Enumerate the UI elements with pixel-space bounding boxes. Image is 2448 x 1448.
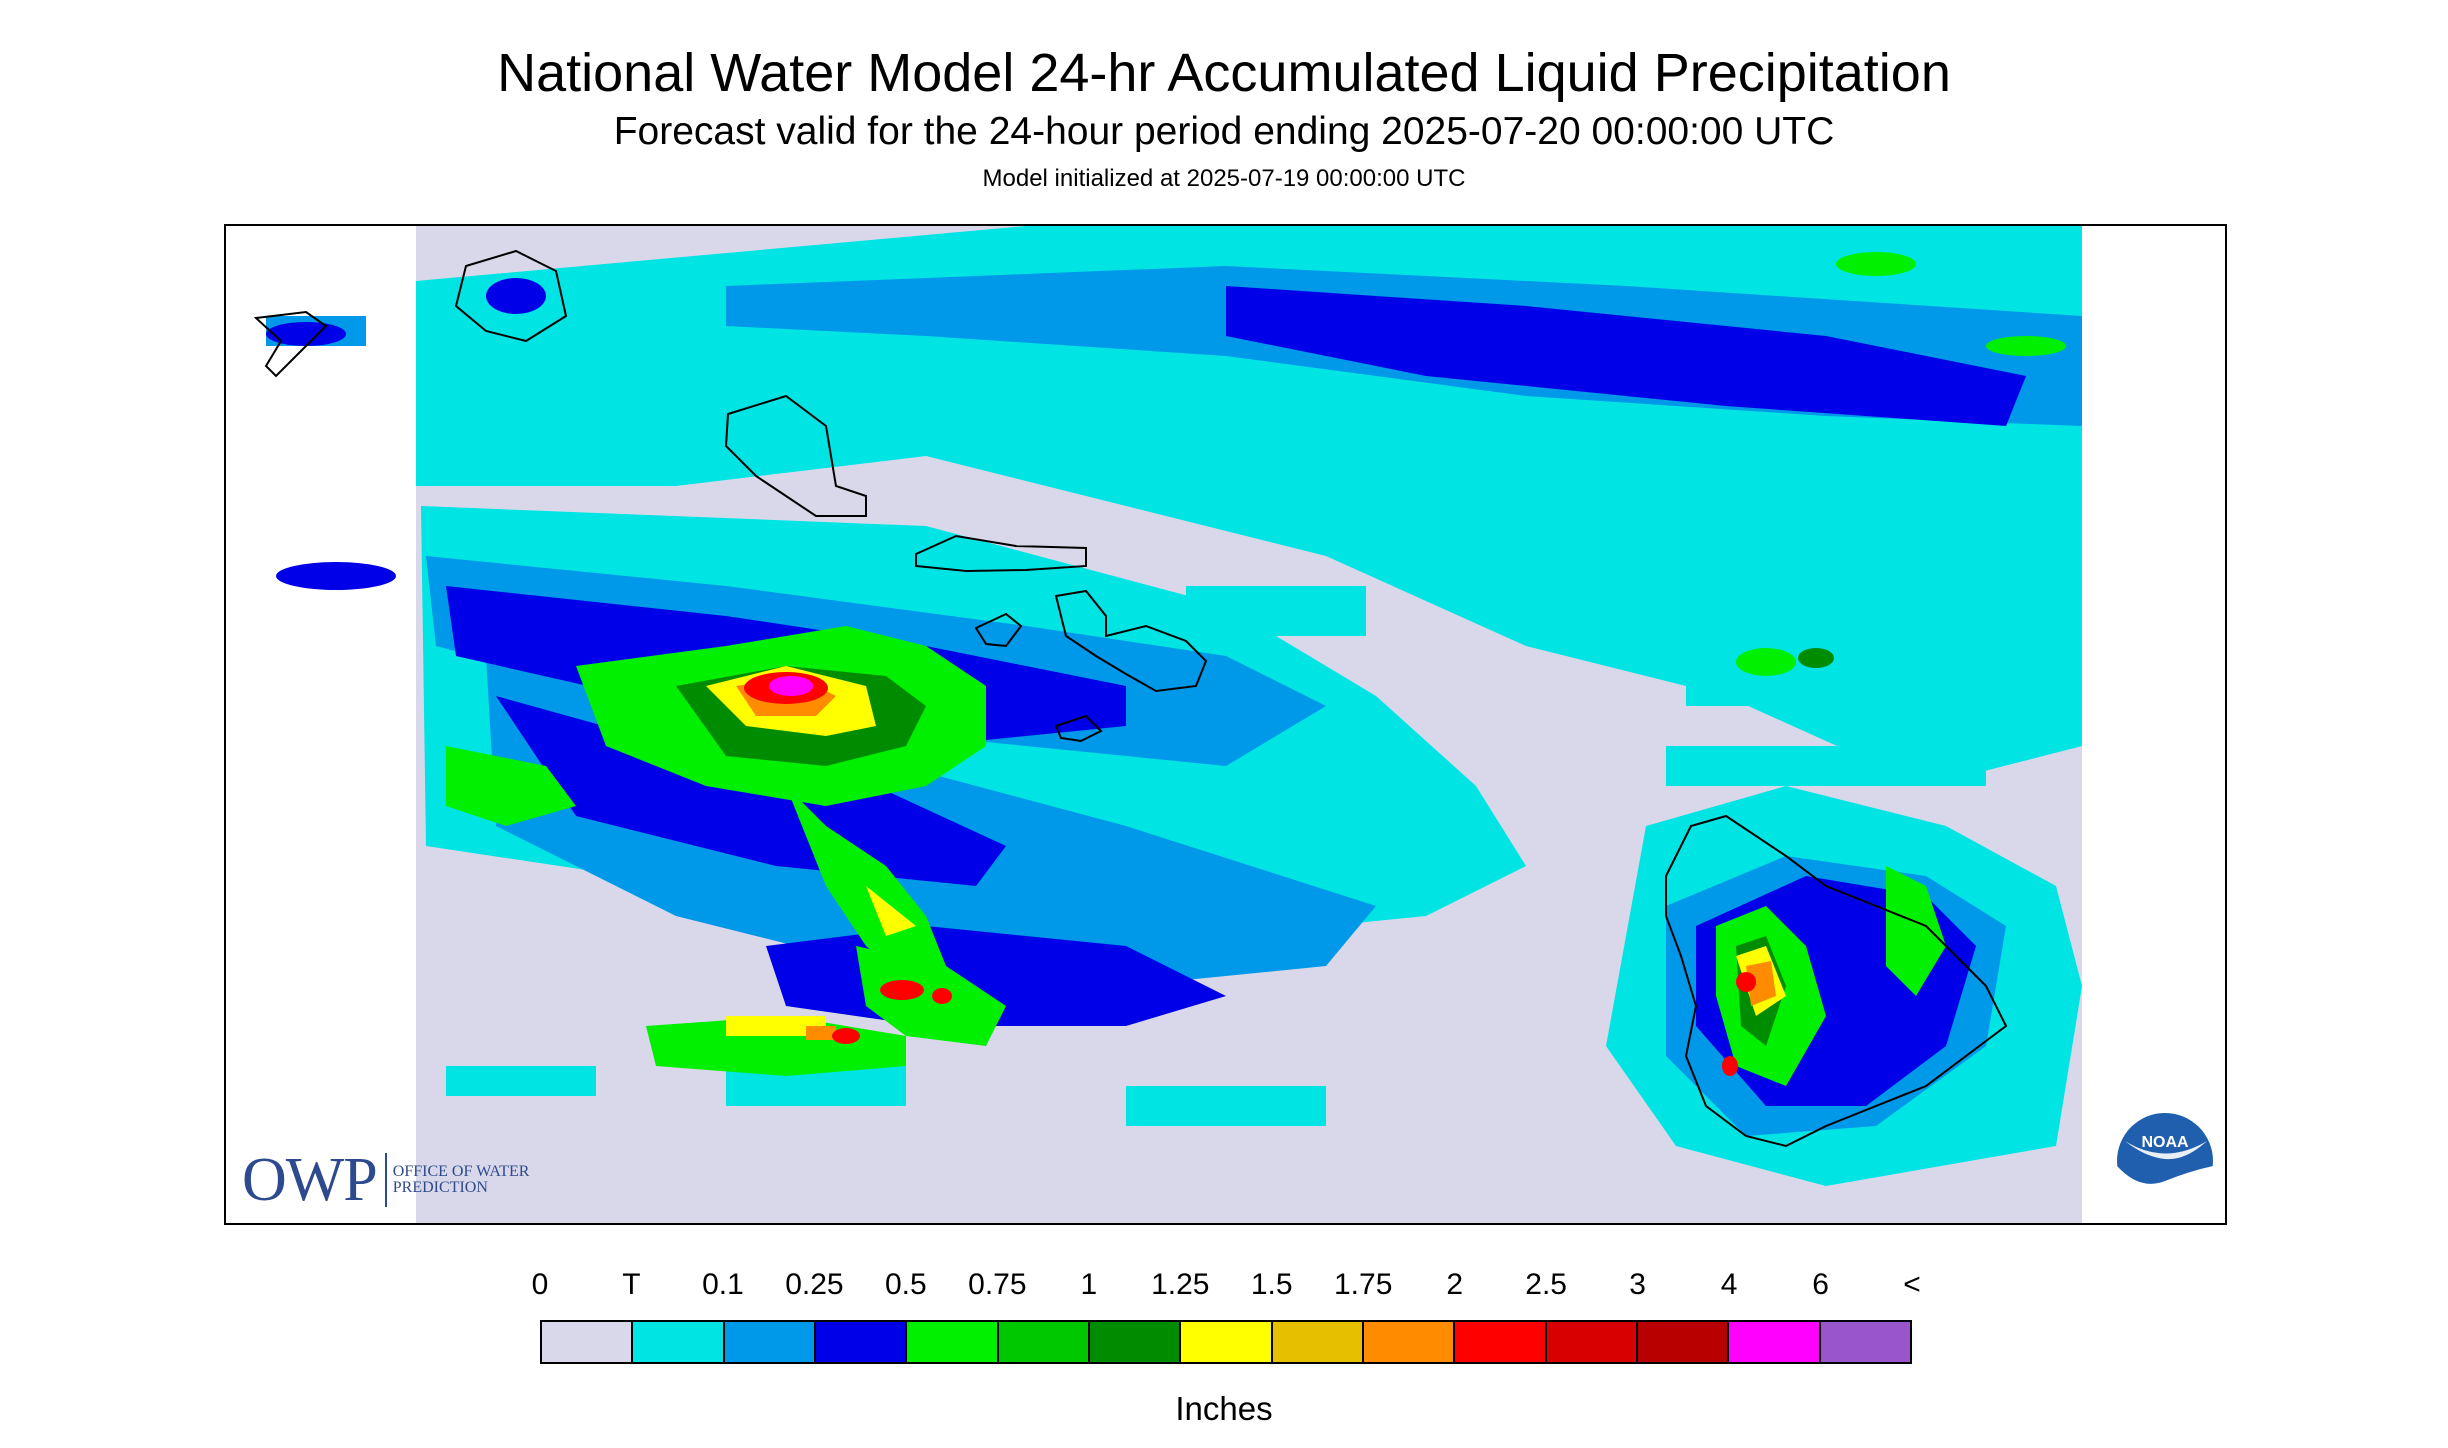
legend-swatch bbox=[1820, 1322, 1910, 1362]
legend-swatch bbox=[1455, 1322, 1547, 1362]
legend-tick-label: 1.25 bbox=[1151, 1268, 1210, 1301]
noaa-logo-text: NOAA bbox=[2141, 1134, 2189, 1151]
legend-tick-label: 1.5 bbox=[1250, 1268, 1293, 1301]
island-maui-outline bbox=[1054, 589, 1208, 693]
legend-swatch bbox=[1546, 1322, 1638, 1362]
owp-logo-mark: OWP bbox=[242, 1146, 378, 1214]
legend-tick-label: 1.75 bbox=[1333, 1268, 1393, 1301]
precipitation-map: OWP Office of Water Prediction NOAA bbox=[224, 224, 2227, 1225]
legend-tick-label: < bbox=[1903, 1268, 1921, 1301]
legend-tick-label: 4 bbox=[1720, 1268, 1738, 1301]
legend-swatch bbox=[1181, 1322, 1273, 1362]
island-hawaii-outline bbox=[1665, 814, 2008, 1148]
model-init-text: Model initialized at 2025-07-19 00:00:00… bbox=[982, 165, 1466, 192]
legend-tick-label: 0.1 bbox=[702, 1268, 744, 1301]
legend-swatch bbox=[1089, 1322, 1182, 1362]
noaa-logo: NOAA bbox=[2117, 1113, 2213, 1211]
legend-tick-label: 0.5 bbox=[885, 1268, 927, 1301]
map-title: National Water Model 24-hr Accumulated L… bbox=[497, 43, 1951, 103]
legend-tick-label: 0.75 bbox=[968, 1268, 1027, 1301]
owp-logo: OWP Office of Water Prediction bbox=[242, 1149, 533, 1211]
legend-swatch bbox=[633, 1322, 725, 1362]
owp-logo-divider bbox=[384, 1153, 387, 1207]
island-oahu-outline bbox=[724, 394, 867, 517]
legend-units: Inches bbox=[1175, 1390, 1273, 1427]
legend-swatch bbox=[998, 1322, 1090, 1362]
magenta-precip-layer bbox=[769, 676, 813, 696]
island-lanai-outline bbox=[974, 612, 1023, 648]
legend-color-bar bbox=[540, 1320, 1912, 1364]
legend-tick-label: 6 bbox=[1812, 1268, 1829, 1301]
legend-tick-label: 2 bbox=[1446, 1268, 1463, 1301]
legend-swatch bbox=[1272, 1322, 1364, 1362]
legend-swatch bbox=[542, 1322, 634, 1362]
map-canvas bbox=[226, 226, 2225, 1223]
color-legend: 0 T 0.1 0.25 0.5 0.75 1 1.25 1.5 1.75 2 2.5 3 4 6 < bbox=[532, 1268, 1921, 1368]
legend-tick-label: 2.5 bbox=[1525, 1268, 1567, 1301]
legend-swatch bbox=[1363, 1322, 1456, 1362]
legend-tick-label: 1 bbox=[1080, 1268, 1098, 1301]
legend-swatch bbox=[1729, 1322, 1821, 1362]
owp-logo-text: Office of Water Prediction bbox=[392, 1163, 530, 1196]
legend-tick-label: 0.25 bbox=[785, 1268, 844, 1301]
island-outlines bbox=[253, 249, 2008, 1148]
legend-swatch bbox=[907, 1322, 999, 1362]
island-kahoolawe-outline bbox=[1054, 714, 1103, 743]
map-subtitle: Forecast valid for the 24-hour period en… bbox=[613, 110, 1835, 153]
legend-tick-label: 3 bbox=[1629, 1268, 1646, 1301]
island-kauai-outline bbox=[454, 249, 568, 343]
legend-swatch bbox=[815, 1322, 908, 1362]
legend-swatch bbox=[1637, 1322, 1730, 1362]
island-niihau-outline bbox=[253, 310, 328, 378]
legend-tick-label: 0 bbox=[531, 1268, 549, 1301]
legend-swatch bbox=[724, 1322, 816, 1362]
island-molokai-outline bbox=[915, 534, 1087, 573]
legend-tick-label: T bbox=[622, 1268, 641, 1301]
